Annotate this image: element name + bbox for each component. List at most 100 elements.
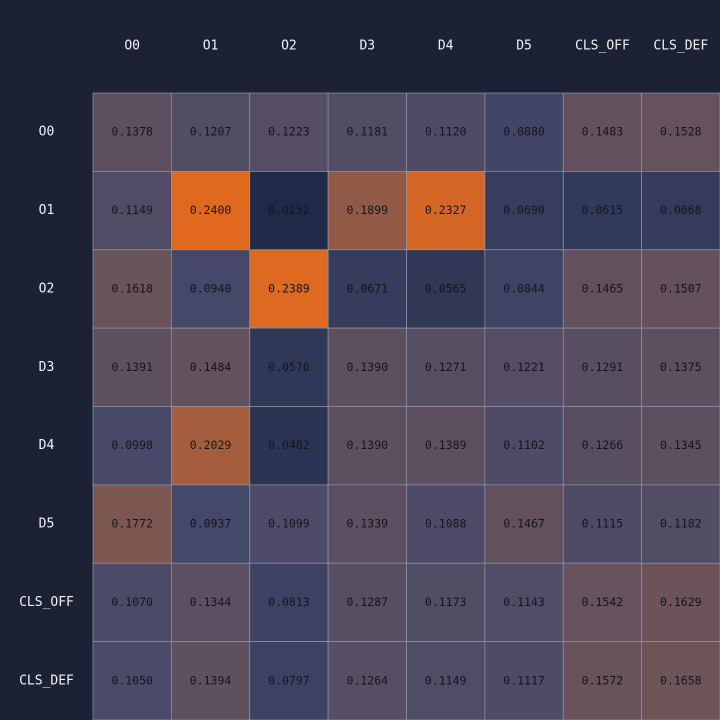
column-label-o2: O2	[281, 39, 297, 54]
cell-value-label: 0.1484	[190, 360, 232, 374]
cell-value-label: 0.2029	[190, 438, 232, 452]
cell-value-label: 0.0797	[268, 673, 310, 687]
heatmap-cell-o1-o2	[249, 171, 329, 251]
cell-value-label: 0.1223	[268, 125, 310, 139]
cell-value-label: 0.0668	[660, 203, 702, 217]
cell-value-label: 0.2400	[190, 203, 232, 217]
heatmap-cell-o1-d5	[484, 171, 564, 251]
cell-value-label: 0.0998	[111, 438, 153, 452]
heatmap-cell-d5-d3	[327, 484, 407, 564]
heatmap-cell-cls-def-o1	[171, 641, 251, 720]
cell-value-label: 0.1658	[660, 673, 702, 687]
row-label-d3: D3	[39, 360, 55, 375]
cell-value-label: 0.0844	[503, 281, 545, 295]
cell-value-label: 0.2327	[425, 203, 467, 217]
cell-value-label: 0.1181	[347, 125, 389, 139]
cell-value-label: 0.1291	[582, 360, 624, 374]
heatmap-cell-o0-o0	[92, 92, 172, 172]
heatmap-cell-o2-d3	[327, 249, 407, 329]
cell-value-label: 0.2389	[268, 281, 310, 295]
cell-value-label: 0.0615	[582, 203, 624, 217]
cell-value-label: 0.1117	[503, 673, 545, 687]
heatmap-cell-o2-o2	[249, 249, 329, 329]
cell-value-label: 0.0576	[268, 360, 310, 374]
heatmap-cell-d5-cls-def	[641, 484, 720, 564]
cell-value-label: 0.1264	[347, 673, 389, 687]
heatmap-cell-cls-off-o2	[249, 562, 329, 642]
cell-value-label: 0.1465	[582, 281, 624, 295]
heatmap-cell-cls-off-d3	[327, 562, 407, 642]
row-label-d4: D4	[39, 438, 55, 453]
cell-value-label: 0.1390	[347, 360, 389, 374]
heatmap-cell-o2-d5	[484, 249, 564, 329]
heatmap-cell-o2-cls-def	[641, 249, 720, 329]
heatmap-cell-d5-o0	[92, 484, 172, 564]
heatmap-cell-o2-o0	[92, 249, 172, 329]
cell-value-label: 0.0937	[190, 517, 232, 531]
cell-value-label: 0.1287	[347, 595, 389, 609]
cell-value-label: 0.1629	[660, 595, 702, 609]
heatmap-cell-cls-off-d5	[484, 562, 564, 642]
heatmap-cell-o0-cls-off	[562, 92, 642, 172]
column-label-o0: O0	[124, 39, 140, 54]
column-label-d5: D5	[516, 39, 532, 54]
heatmap-cell-cls-off-d4	[406, 562, 486, 642]
cell-value-label: 0.1375	[660, 360, 702, 374]
cell-value-label: 0.1173	[425, 595, 467, 609]
cell-value-label: 0.1115	[582, 517, 624, 531]
cell-value-label: 0.1271	[425, 360, 467, 374]
heatmap-cell-o1-o0	[92, 171, 172, 251]
heatmap-cell-cls-def-d3	[327, 641, 407, 720]
column-label-cls-off: CLS_OFF	[575, 39, 630, 54]
heatmap-cell-d3-d4	[406, 327, 486, 407]
cell-value-label: 0.1143	[503, 595, 545, 609]
heatmap-cell-d3-cls-def	[641, 327, 720, 407]
column-label-cls-def: CLS_DEF	[653, 39, 708, 54]
heatmap-cell-o1-o1	[171, 171, 251, 251]
cell-value-label: 0.1149	[425, 673, 467, 687]
row-label-o0: O0	[39, 125, 55, 140]
cell-value-label: 0.0880	[503, 125, 545, 139]
heatmap-cell-cls-off-cls-off	[562, 562, 642, 642]
cell-value-label: 0.1149	[111, 203, 153, 217]
cell-value-label: 0.1339	[347, 517, 389, 531]
cell-value-label: 0.0565	[425, 281, 467, 295]
column-labels: O0 O1 O2 D3 D4 D5 CLS_OFF CLS_DEF	[124, 39, 708, 54]
heatmap-cell-d4-o0	[92, 406, 172, 486]
cell-value-label: 0.0690	[503, 203, 545, 217]
cell-value-label: 0.1207	[190, 125, 232, 139]
cell-value-label: 0.0671	[347, 281, 389, 295]
cell-value-label: 0.1528	[660, 125, 702, 139]
cell-value-label: 0.1390	[347, 438, 389, 452]
cell-value-label: 0.1394	[190, 673, 232, 687]
heatmap-cell-o2-d4	[406, 249, 486, 329]
heatmap-cell-o2-o1	[171, 249, 251, 329]
cell-value-label: 0.1102	[503, 438, 545, 452]
heatmap-cell-o2-cls-off	[562, 249, 642, 329]
heatmap-cell-d4-d3	[327, 406, 407, 486]
heatmap-cell-d4-d5	[484, 406, 564, 486]
cell-value-label: 0.0813	[268, 595, 310, 609]
cell-value-label: 0.1266	[582, 438, 624, 452]
heatmap-cell-cls-def-d5	[484, 641, 564, 720]
heatmap-cell-cls-def-o2	[249, 641, 329, 720]
heatmap-cell-o0-cls-def	[641, 92, 720, 172]
row-label-cls-off: CLS_OFF	[19, 595, 74, 610]
heatmap-cell-d4-cls-off	[562, 406, 642, 486]
cell-value-label: 0.1099	[268, 517, 310, 531]
heatmap-cell-o1-cls-off	[562, 171, 642, 251]
heatmap-cell-d4-d4	[406, 406, 486, 486]
column-label-d4: D4	[438, 39, 454, 54]
heatmap-cell-o0-d3	[327, 92, 407, 172]
row-label-d5: D5	[39, 517, 55, 532]
cell-value-label: 0.1542	[582, 595, 624, 609]
cell-value-label: 0.1572	[582, 673, 624, 687]
cell-value-label: 0.1345	[660, 438, 702, 452]
heatmap-cell-o1-d3	[327, 171, 407, 251]
cell-value-label: 0.1899	[347, 203, 389, 217]
cell-value-label: 0.1467	[503, 517, 545, 531]
heatmap-cell-d3-o1	[171, 327, 251, 407]
heatmap-cell-cls-def-cls-def	[641, 641, 720, 720]
heatmap-cell-o1-cls-def	[641, 171, 720, 251]
